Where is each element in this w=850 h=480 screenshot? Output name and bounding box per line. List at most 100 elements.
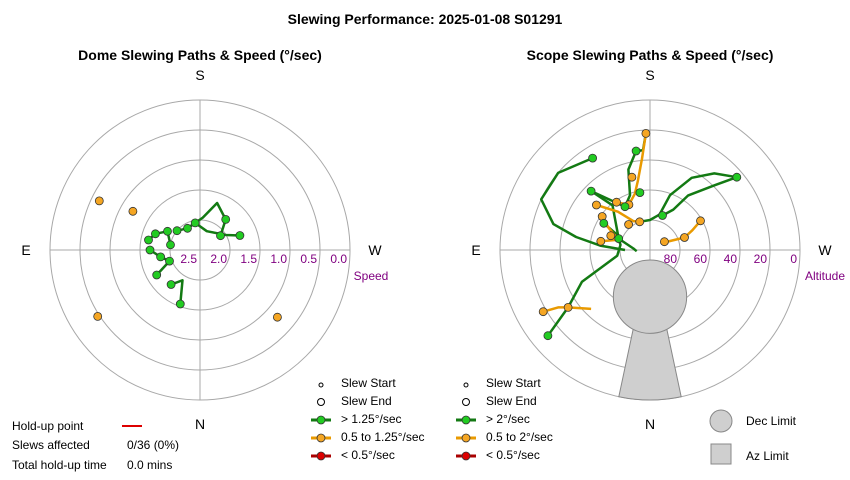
scope-slew-end-point-medium: [696, 216, 705, 226]
scope-legend-medium: 0.5 to 2°/sec: [486, 430, 553, 444]
scope-radial-tick-label: 80: [664, 252, 678, 266]
dome-legend: Slew Start Slew End > 1.25°/sec 0.5 to 1…: [311, 376, 425, 462]
dome-radial-tick-label: 0.5: [300, 252, 317, 266]
dome-slew-end-point-fast: [175, 299, 185, 309]
dome-cardinal-right: W: [368, 242, 382, 258]
dome-points: [93, 196, 282, 322]
dome-slew-end-point-fast: [156, 252, 166, 262]
dome-slew-end-point-fast: [190, 218, 200, 228]
dome-slew-end-point-fast: [221, 214, 231, 224]
dome-slew-end-point-fast: [163, 226, 172, 236]
scope-radial-ticks: 80 60 40 20 0: [664, 252, 798, 266]
legend-slew-start-marker: [463, 382, 469, 388]
scope-legend: Slew Start Slew End > 2°/sec 0.5 to 2°/s…: [456, 376, 797, 465]
scope-slew-end-point-medium: [596, 236, 606, 246]
scope-chart: Scope Slewing Paths & Speed (°/sec) S N …: [471, 47, 845, 432]
dome-slew-end-point-fast: [145, 245, 155, 255]
scope-slew-end-point-fast: [658, 211, 667, 220]
scope-slew-end-point-medium: [538, 307, 548, 317]
dome-legend-slew-start: Slew Start: [341, 376, 396, 390]
dome-slew-end-point-medium: [272, 312, 282, 322]
dec-limit-legend-marker: [709, 409, 733, 433]
dome-slew-path-fast: [194, 221, 240, 237]
holdup-summary: Hold-up point Slews affected 0/36 (0%) T…: [12, 419, 179, 472]
scope-slew-path-medium: [542, 306, 592, 313]
dome-polar-grid: [49, 99, 351, 401]
dome-legend-slew-end: Slew End: [341, 394, 392, 408]
dome-slew-end-point-fast: [152, 270, 162, 280]
dome-slew-end-point-fast: [183, 223, 192, 233]
holdup-point-label: Hold-up point: [12, 419, 84, 433]
dome-slew-end-point-fast: [144, 235, 153, 245]
dec-limit-legend: Dec Limit: [746, 414, 797, 428]
dome-slew-end-point-fast: [216, 231, 225, 241]
scope-cardinal-bottom: N: [645, 416, 655, 432]
scope-slew-end-point-medium: [563, 302, 573, 312]
scope-slew-end-point-fast: [635, 188, 645, 198]
dome-radial-axis-label: Speed: [354, 269, 389, 283]
legend-fast-marker: [316, 415, 326, 425]
scope-slew-end-point-medium: [624, 220, 633, 229]
scope-slew-end-point-fast: [543, 331, 553, 341]
dome-slew-path-fast: [147, 230, 172, 246]
dome-chart: Dome Slewing Paths & Speed (°/sec) S N E…: [21, 47, 388, 432]
scope-cardinal-left: E: [471, 242, 480, 258]
dome-slew-end-point-medium: [93, 311, 103, 321]
legend-fast-marker: [461, 415, 471, 425]
scope-radial-tick-label: 60: [694, 252, 708, 266]
dome-slew-end-point-medium: [94, 196, 104, 206]
scope-slew-path-fast: [661, 176, 738, 217]
scope-slew-end-point-medium: [592, 200, 601, 210]
dome-radial-tick-label: 1.0: [270, 252, 287, 266]
scope-chart-title: Scope Slewing Paths & Speed (°/sec): [527, 47, 774, 63]
scope-slew-end-point-fast: [614, 234, 624, 244]
dome-radial-ticks: 2.5 2.0 1.5 1.0 0.5 0.0: [180, 252, 347, 266]
az-limit-region: [618, 327, 682, 401]
dome-radial-tick-label: 1.5: [240, 252, 257, 266]
chart-title: Slewing Performance: 2025-01-08 S01291: [288, 11, 563, 27]
dome-legend-fast: > 1.25°/sec: [341, 412, 402, 426]
scope-legend-slew-end: Slew End: [486, 394, 537, 408]
scope-cardinal-top: S: [645, 67, 654, 83]
dome-legend-slow: < 0.5°/sec: [341, 448, 395, 462]
dome-radial-tick-label: 0.0: [330, 252, 347, 266]
az-limit-legend: Az Limit: [746, 449, 789, 463]
scope-cardinal-right: W: [818, 242, 832, 258]
dome-radial-tick-label: 2.0: [210, 252, 227, 266]
scope-legend-fast: > 2°/sec: [486, 412, 530, 426]
scope-slew-end-point-fast: [586, 186, 596, 196]
total-holdup-value: 0.0 mins: [127, 458, 172, 472]
legend-slew-end-marker: [462, 398, 470, 406]
total-holdup-label: Total hold-up time: [12, 458, 107, 472]
scope-slew-end-point-fast: [588, 153, 597, 163]
scope-slew-end-point-medium: [627, 172, 637, 182]
dome-chart-title: Dome Slewing Paths & Speed (°/sec): [78, 47, 322, 63]
scope-legend-slow: < 0.5°/sec: [486, 448, 540, 462]
az-limit-legend-marker: [710, 443, 732, 465]
scope-slew-end-point-medium: [641, 128, 651, 138]
scope-radial-tick-label: 20: [754, 252, 768, 266]
dec-limit-region: [612, 259, 688, 334]
dome-slew-end-point-fast: [166, 240, 175, 250]
scope-slew-path-fast: [639, 172, 738, 224]
dome-slew-end-point-fast: [166, 280, 176, 289]
scope-limits: [612, 259, 688, 401]
scope-slew-end-point-fast: [620, 202, 630, 212]
scope-radial-axis-label: Altitude: [805, 269, 845, 283]
scope-points: [538, 128, 742, 341]
legend-slew-end-marker: [317, 398, 325, 406]
legend-slow-marker: [316, 451, 326, 461]
scope-slew-end-point-medium: [660, 237, 669, 247]
scope-legend-slew-start: Slew Start: [486, 376, 541, 390]
scope-slew-end-point-medium: [612, 197, 621, 207]
dome-cardinal-bottom: N: [195, 416, 205, 432]
scope-slew-end-point-fast: [599, 218, 609, 228]
dome-cardinal-left: E: [21, 242, 30, 258]
dome-slew-end-point-fast: [150, 229, 160, 239]
dome-slew-path-fast: [149, 248, 171, 276]
scope-radial-tick-label: 0: [790, 252, 797, 266]
scope-slew-end-point-fast: [732, 172, 742, 182]
slews-affected-value: 0/36 (0%): [127, 438, 179, 452]
dome-slew-end-point-fast: [172, 226, 182, 236]
